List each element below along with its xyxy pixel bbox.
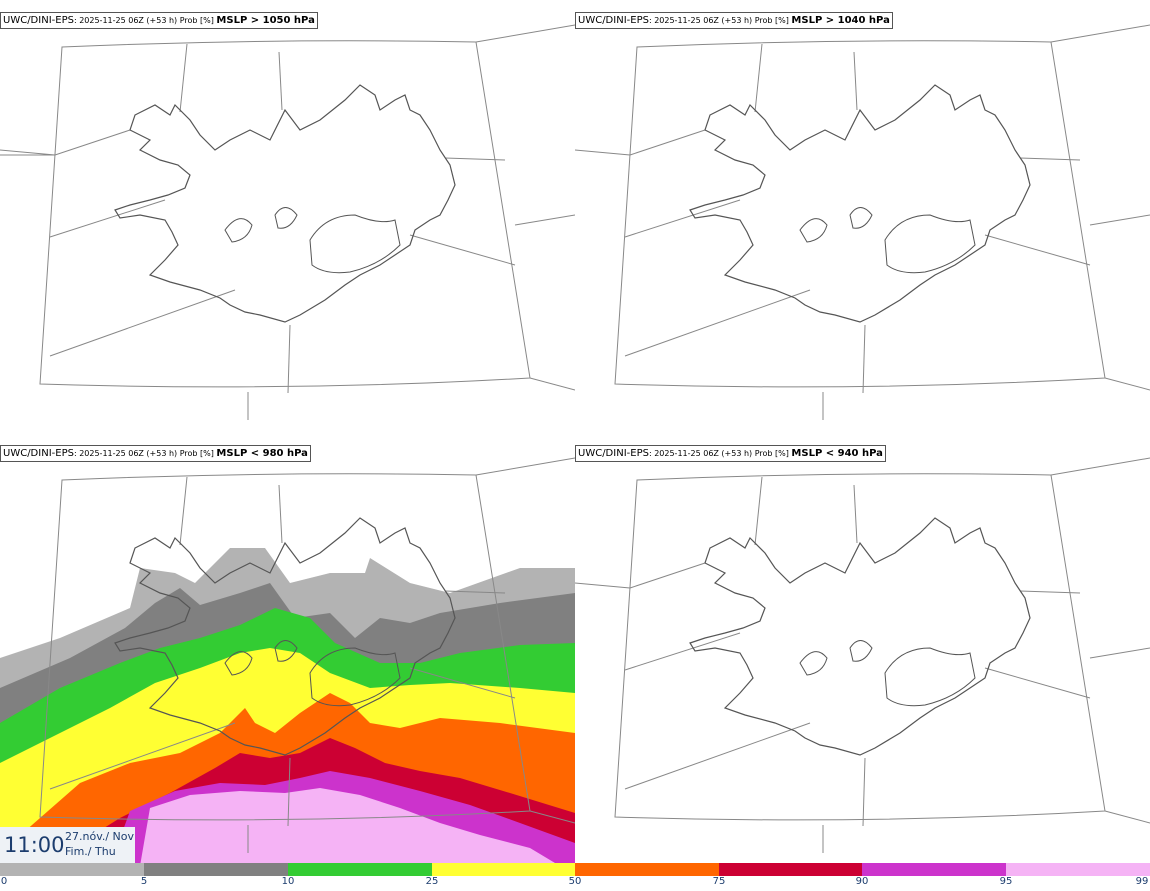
glacier-3	[884, 647, 976, 707]
map-2	[575, 24, 1150, 420]
colorbar-tick: 25	[425, 876, 439, 887]
colorbar-segment	[719, 863, 862, 876]
valid-date: 27.nóv./ Nov	[65, 830, 135, 843]
iceland-coast	[689, 517, 1031, 756]
map-1	[0, 24, 575, 420]
panel-title: UWC/DINI-EPS: 2025-11-25 06Z (+53 h) Pro…	[575, 445, 886, 462]
colorbar-segment	[0, 863, 144, 876]
map-4	[575, 457, 1150, 853]
glacier-1	[224, 218, 253, 243]
grid-lines	[0, 24, 575, 420]
glacier-2	[849, 207, 873, 229]
grid-lines	[575, 457, 1150, 853]
glacier-2	[274, 207, 298, 229]
glacier-1	[224, 651, 253, 676]
colorbar: 0 5 10 25 50 75 90 95 99	[0, 862, 1150, 891]
colorbar-segment	[288, 863, 432, 876]
colorbar-tick: 95	[999, 876, 1013, 887]
panel-title: UWC/DINI-EPS: 2025-11-25 06Z (+53 h) Pro…	[0, 445, 311, 462]
grid-lines	[39, 457, 575, 853]
map-panel-1: UWC/DINI-EPS: 2025-11-25 06Z (+53 h) Pro…	[0, 0, 575, 433]
colorbar-segment	[432, 863, 575, 876]
valid-time-box: 11:00 27.nóv./ Nov Fim./ Thu	[0, 827, 135, 863]
map-panel-4: UWC/DINI-EPS: 2025-11-25 06Z (+53 h) Pro…	[575, 433, 1150, 866]
grid-lines	[575, 24, 1150, 420]
colorbar-tick: 50	[568, 876, 582, 887]
glacier-3	[884, 214, 976, 274]
colorbar-tick: 5	[140, 876, 148, 887]
colorbar-tick: 99	[1135, 876, 1149, 887]
colorbar-tick: 0	[0, 876, 8, 887]
valid-weekday: Fim./ Thu	[65, 845, 116, 858]
iceland-coast	[689, 84, 1031, 323]
panel-title: UWC/DINI-EPS: 2025-11-25 06Z (+53 h) Pro…	[575, 12, 893, 29]
glacier-1	[799, 651, 828, 676]
colorbar-segment	[862, 863, 1006, 876]
glacier-3	[309, 647, 401, 707]
map-panel-2: UWC/DINI-EPS: 2025-11-25 06Z (+53 h) Pro…	[575, 0, 1150, 433]
colorbar-tick: 10	[281, 876, 295, 887]
panel-title: UWC/DINI-EPS: 2025-11-25 06Z (+53 h) Pro…	[0, 12, 318, 29]
colorbar-segment	[144, 863, 288, 876]
map-panel-3: UWC/DINI-EPS: 2025-11-25 06Z (+53 h) Pro…	[0, 433, 575, 866]
valid-time-clock: 11:00	[4, 833, 65, 857]
glacier-2	[274, 640, 298, 662]
iceland-coast	[114, 84, 456, 323]
colorbar-tick: 90	[855, 876, 869, 887]
colorbar-segment	[575, 863, 719, 876]
colorbar-segment	[1006, 863, 1150, 876]
glacier-2	[849, 640, 873, 662]
glacier-3	[309, 214, 401, 274]
map-3	[0, 457, 575, 866]
iceland-coast	[114, 517, 456, 756]
glacier-1	[799, 218, 828, 243]
probability-fill	[0, 548, 575, 866]
colorbar-tick: 75	[712, 876, 726, 887]
